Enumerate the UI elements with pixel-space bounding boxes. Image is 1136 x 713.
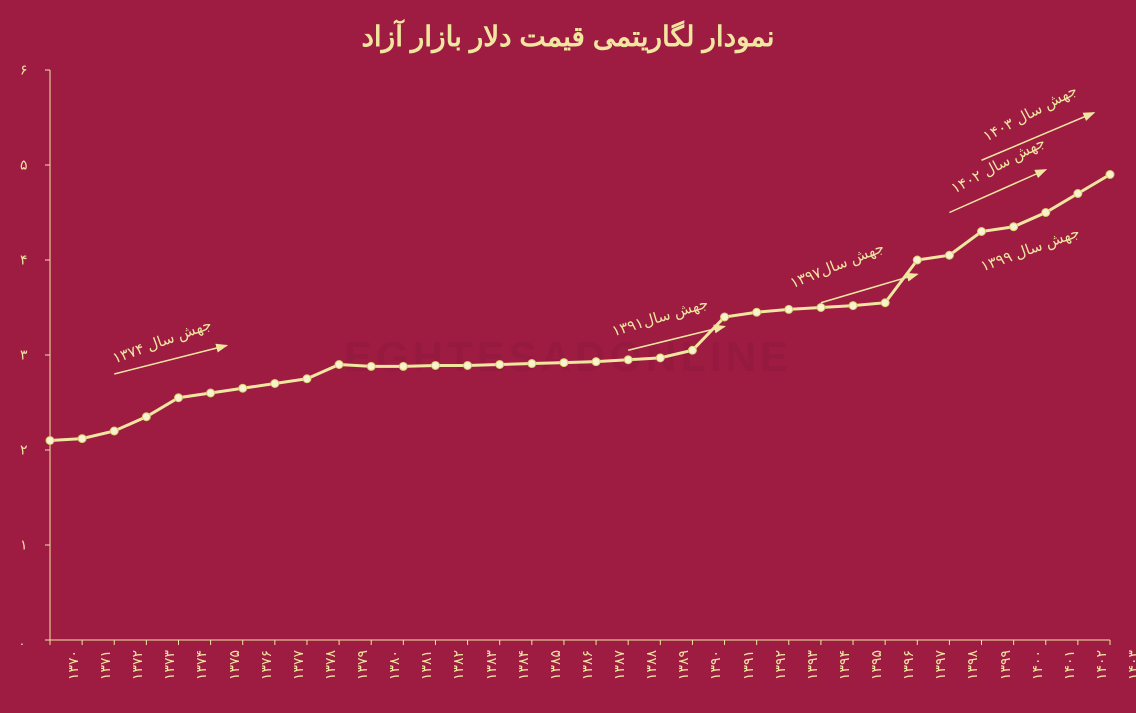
x-tick-label: ۱۳۷۵ bbox=[226, 650, 243, 680]
x-tick-label: ۱۳۸۳ bbox=[483, 650, 500, 680]
x-tick-label: ۱۳۹۸ bbox=[964, 650, 981, 680]
x-tick-label: ۱۳۹۲ bbox=[772, 650, 789, 680]
x-tick-label: ۱۳۸۰ bbox=[386, 650, 403, 680]
plot-svg bbox=[50, 70, 1110, 640]
x-tick-label: ۱۳۹۹ bbox=[997, 650, 1014, 680]
x-tick-label: ۱۳۷۴ bbox=[194, 650, 211, 680]
x-tick-label: ۱۳۹۳ bbox=[804, 650, 821, 680]
x-tick-label: ۱۳۹۵ bbox=[868, 650, 885, 680]
x-tick-label: ۱۳۷۳ bbox=[161, 650, 178, 680]
x-tick-label: ۱۴۰۳ bbox=[1125, 650, 1136, 680]
x-tick-label: ۱۳۹۶ bbox=[900, 650, 917, 680]
x-tick-label: ۱۳۷۹ bbox=[354, 650, 371, 680]
x-tick-label: ۱۳۸۷ bbox=[611, 650, 628, 680]
x-tick-label: ۱۴۰۲ bbox=[1093, 650, 1110, 680]
y-tick-label: ۴ bbox=[20, 252, 45, 269]
x-tick-label: ۱۳۸۸ bbox=[643, 650, 660, 680]
x-tick-label: ۱۳۸۴ bbox=[515, 650, 532, 680]
y-tick-label: . bbox=[20, 632, 45, 648]
x-tick-label: ۱۳۹۴ bbox=[836, 650, 853, 680]
x-tick-label: ۱۳۸۵ bbox=[547, 650, 564, 680]
y-tick-label: ۳ bbox=[20, 347, 45, 364]
y-tick-label: ۵ bbox=[20, 157, 45, 174]
x-tick-label: ۱۳۹۷ bbox=[932, 650, 949, 680]
x-tick-label: ۱۳۹۰ bbox=[707, 650, 724, 680]
x-tick-label: ۱۴۰۱ bbox=[1061, 650, 1078, 680]
x-tick-label: ۱۳۸۹ bbox=[675, 650, 692, 680]
x-tick-label: ۱۳۸۶ bbox=[579, 650, 596, 680]
dollar-log-chart: نمودار لگاریتمی قیمت دلار بازار آزاد EGH… bbox=[0, 0, 1136, 713]
x-tick-label: ۱۳۷۱ bbox=[97, 650, 114, 680]
x-tick-label: ۱۳۹۱ bbox=[740, 650, 757, 680]
plot-area: .۱۲۳۴۵۶۱۳۷۰۱۳۷۱۱۳۷۲۱۳۷۳۱۳۷۴۱۳۷۵۱۳۷۶۱۳۷۷۱… bbox=[50, 70, 1110, 640]
x-tick-label: ۱۳۷۸ bbox=[322, 650, 339, 680]
x-tick-label: ۱۳۸۱ bbox=[418, 650, 435, 680]
y-tick-label: ۲ bbox=[20, 442, 45, 459]
x-tick-label: ۱۳۷۲ bbox=[129, 650, 146, 680]
x-tick-label: ۱۳۷۷ bbox=[290, 650, 307, 680]
x-tick-label: ۱۳۷۰ bbox=[65, 650, 82, 680]
chart-title: نمودار لگاریتمی قیمت دلار بازار آزاد bbox=[0, 20, 1136, 53]
y-tick-label: ۱ bbox=[20, 537, 45, 554]
x-tick-label: ۱۴۰۰ bbox=[1029, 650, 1046, 680]
y-tick-label: ۶ bbox=[20, 62, 45, 79]
x-tick-label: ۱۳۷۶ bbox=[258, 650, 275, 680]
x-tick-label: ۱۳۸۲ bbox=[450, 650, 467, 680]
